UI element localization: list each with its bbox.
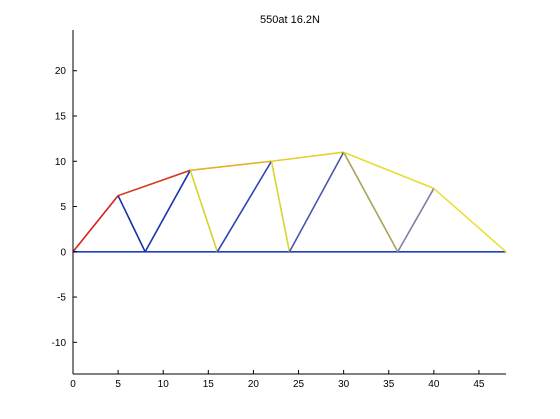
y-tick-label: 10: [55, 157, 67, 168]
x-tick-label: 10: [158, 379, 170, 390]
truss-member-1: [72, 195, 119, 253]
truss-member-12: [343, 151, 435, 190]
x-tick-label: 0: [70, 379, 76, 390]
y-tick-label: 15: [55, 112, 67, 123]
x-tick-label: 20: [248, 379, 260, 390]
y-tick-label: -5: [57, 293, 66, 304]
y-tick-label: -10: [52, 338, 67, 349]
truss-member-13: [397, 188, 435, 253]
truss-member-14: [433, 187, 507, 253]
y-tick-label: 20: [55, 66, 67, 77]
truss-member-8: [270, 161, 291, 252]
y-tick-label: 5: [60, 202, 66, 213]
truss-members: [72, 151, 507, 253]
x-tick-label: 45: [473, 379, 485, 390]
axes: 0 5 10 15 20 25 30 35 40 45 -10 -5 0 5 10 15 20: [52, 30, 506, 390]
truss-member-7: [216, 160, 273, 253]
truss-member-9: [271, 151, 344, 163]
x-tick-label: 15: [203, 379, 215, 390]
y-ticks: -10 -5 0 5 10 15 20: [52, 66, 77, 349]
truss-member-6: [190, 160, 272, 172]
truss-member-4: [144, 169, 191, 253]
x-tick-label: 35: [383, 379, 395, 390]
truss-member-11: [342, 151, 399, 253]
truss-member-2: [117, 169, 191, 197]
truss-member-10: [288, 151, 345, 253]
x-tick-label: 25: [293, 379, 305, 390]
x-ticks: 0 5 10 15 20 25 30 35 40 45: [70, 370, 485, 390]
truss-member-5: [189, 170, 219, 253]
truss-member-3: [117, 195, 146, 253]
x-tick-label: 5: [115, 379, 121, 390]
chart-title: 550at 16.2N: [260, 14, 320, 26]
x-tick-label: 30: [338, 379, 350, 390]
y-tick-label: 0: [60, 247, 66, 258]
x-tick-label: 40: [428, 379, 440, 390]
